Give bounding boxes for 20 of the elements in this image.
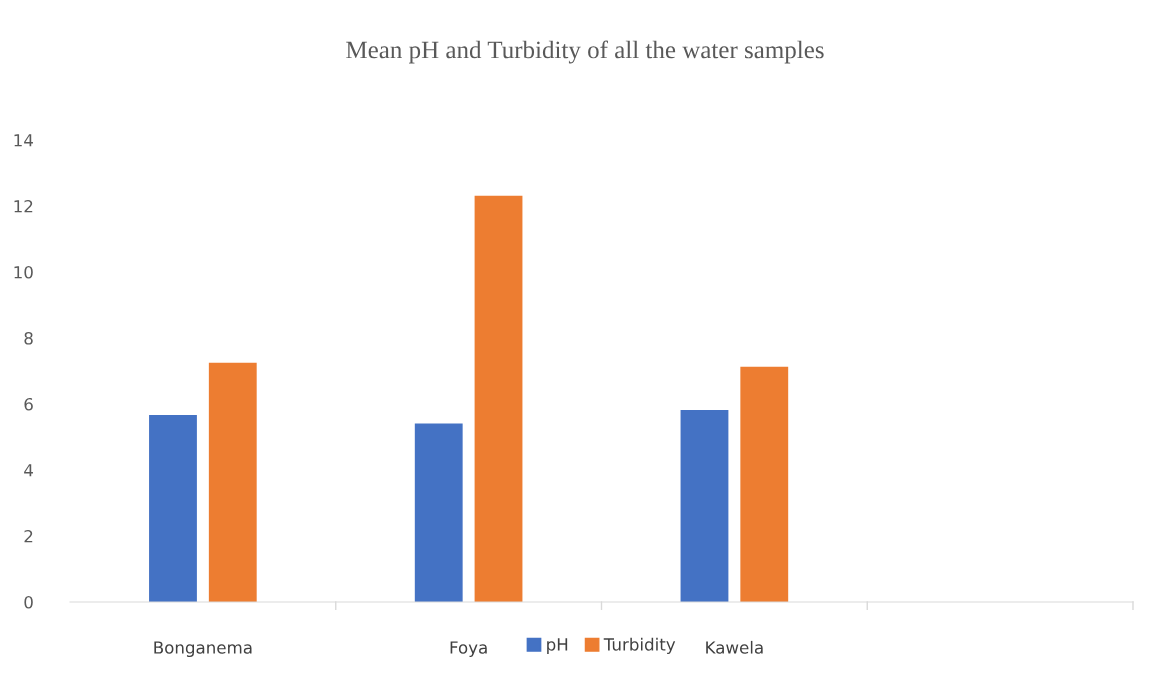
bar (208, 362, 257, 602)
bar (740, 366, 789, 602)
x-tick-label: Bonganema (154, 641, 252, 658)
chart-title: Mean pH and Turbidity of all the water samples (346, 40, 824, 64)
legend-label: pH (547, 638, 568, 654)
y-tick-label: 10 (14, 265, 33, 279)
y-tick-label: 12 (14, 199, 33, 213)
y-tick-label: 0 (24, 595, 33, 609)
y-tick-label: 2 (24, 529, 33, 543)
y-tick-label: 14 (14, 134, 33, 147)
bar (680, 409, 729, 602)
bar (474, 195, 523, 602)
bar (414, 423, 463, 602)
y-tick-label: 6 (24, 397, 33, 411)
bar (149, 414, 197, 602)
x-tick-label: Kawela (706, 640, 763, 654)
legend-label: Turbidity (603, 637, 676, 654)
x-tick-label: Foya (450, 641, 487, 658)
y-tick-label: 4 (24, 464, 33, 477)
y-tick-label: 8 (24, 331, 33, 345)
